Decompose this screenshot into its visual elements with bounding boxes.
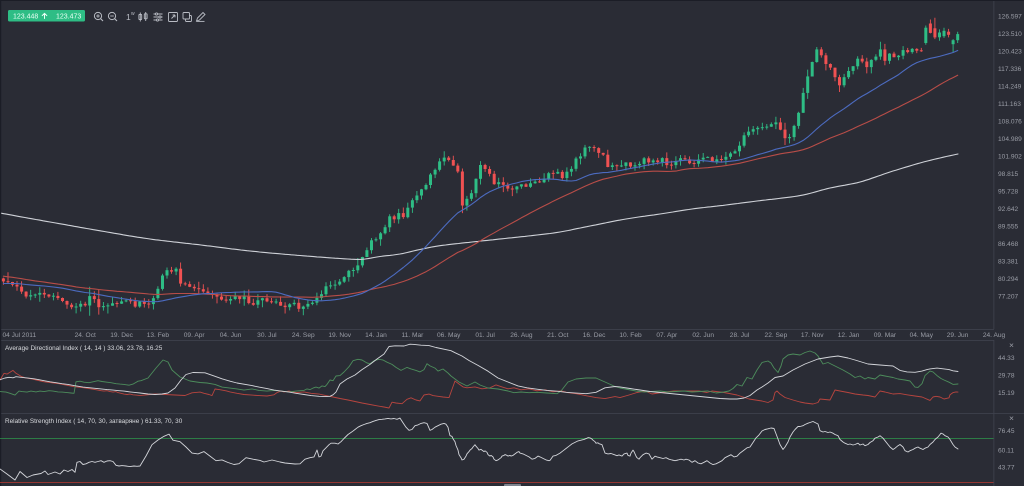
svg-text:11. Mar: 11. Mar	[401, 332, 424, 339]
svg-text:114.249: 114.249	[998, 84, 1022, 91]
svg-text:04 Jul 2011: 04 Jul 2011	[3, 332, 37, 339]
svg-text:10. Feb: 10. Feb	[619, 332, 642, 339]
svg-text:22. Sep: 22. Sep	[765, 332, 788, 339]
svg-text:77.207: 77.207	[998, 294, 1019, 301]
svg-text:24. Oct: 24. Oct	[75, 332, 96, 339]
svg-text:×: ×	[1009, 340, 1014, 350]
svg-text:44.33: 44.33	[998, 355, 1015, 362]
svg-text:80.294: 80.294	[998, 276, 1019, 283]
svg-text:24. Sep: 24. Sep	[292, 332, 315, 339]
svg-text:09. Apr: 09. Apr	[184, 332, 206, 339]
svg-text:12. Jan: 12. Jan	[838, 332, 860, 339]
svg-text:104.989: 104.989	[998, 136, 1022, 143]
svg-text:101.902: 101.902	[998, 154, 1022, 161]
svg-text:26. Aug: 26. Aug	[510, 332, 533, 339]
svg-text:01. Jul: 01. Jul	[475, 332, 495, 339]
svg-text:111.163: 111.163	[998, 101, 1021, 108]
svg-text:13. Feb: 13. Feb	[147, 332, 170, 339]
svg-text:28. Jul: 28. Jul	[730, 332, 750, 339]
svg-text:19. Dec: 19. Dec	[110, 332, 133, 339]
svg-text:17. Nov: 17. Nov	[801, 332, 824, 339]
svg-text:60.11: 60.11	[998, 448, 1014, 455]
svg-text:19. Nov: 19. Nov	[328, 332, 351, 339]
svg-text:117.336: 117.336	[998, 66, 1022, 73]
svg-text:43.77: 43.77	[998, 465, 1015, 472]
svg-text:89.555: 89.555	[998, 224, 1019, 231]
svg-text:92.642: 92.642	[998, 206, 1019, 213]
svg-text:×: ×	[1009, 413, 1014, 423]
svg-text:95.728: 95.728	[998, 189, 1019, 196]
svg-text:w: w	[131, 11, 135, 17]
svg-text:21. Oct: 21. Oct	[547, 332, 568, 339]
svg-text:108.076: 108.076	[998, 119, 1022, 126]
svg-text:02. Jun: 02. Jun	[692, 332, 714, 339]
svg-text:30. Jul: 30. Jul	[257, 332, 277, 339]
svg-text:04. May: 04. May	[910, 332, 934, 339]
svg-text:15.19: 15.19	[998, 390, 1015, 397]
svg-text:09. Mar: 09. Mar	[874, 332, 897, 339]
svg-text:06. May: 06. May	[437, 332, 461, 339]
svg-text:16. Dec: 16. Dec	[583, 332, 606, 339]
svg-text:98.815: 98.815	[998, 171, 1019, 178]
svg-text:123.510: 123.510	[998, 31, 1022, 38]
svg-text:29.78: 29.78	[998, 373, 1015, 380]
svg-text:14. Jan: 14. Jan	[365, 332, 387, 339]
svg-text:07. Apr: 07. Apr	[656, 332, 678, 339]
svg-text:Average Directional Index ( 14: Average Directional Index ( 14, 14 ) 33.…	[5, 345, 163, 352]
svg-text:04. Jun: 04. Jun	[220, 332, 242, 339]
svg-text:120.423: 120.423	[998, 49, 1022, 56]
svg-text:29. Jun: 29. Jun	[947, 332, 969, 339]
svg-text:123.473: 123.473	[56, 14, 81, 21]
svg-text:Relative Strength Index ( 14,: Relative Strength Index ( 14, 70, 30, за…	[5, 418, 183, 425]
svg-text:83.381: 83.381	[998, 259, 1019, 266]
svg-text:86.468: 86.468	[998, 241, 1019, 248]
svg-text:24. Aug: 24. Aug	[983, 332, 1006, 339]
svg-text:126.597: 126.597	[998, 14, 1022, 21]
svg-text:123.448: 123.448	[13, 14, 38, 21]
svg-text:1: 1	[126, 12, 131, 22]
svg-text:76.45: 76.45	[998, 428, 1015, 435]
